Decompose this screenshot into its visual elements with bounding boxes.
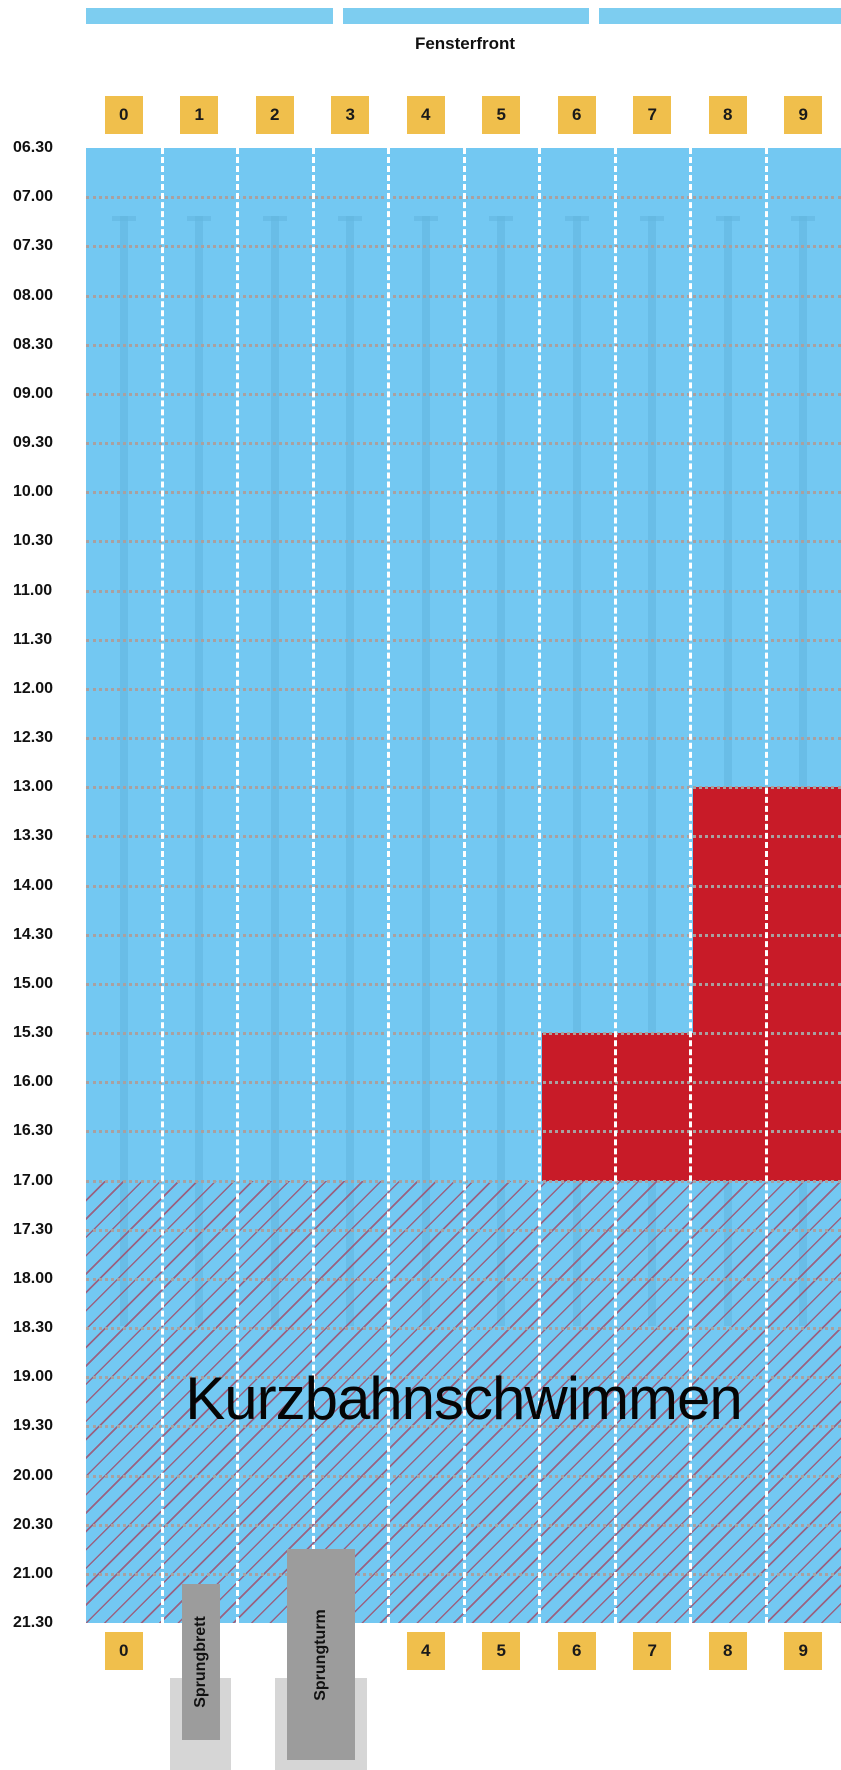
lane-rope [764, 148, 768, 1623]
lane-marker [799, 216, 808, 1326]
lane-number-badge: 5 [482, 96, 521, 134]
lane-number-badge: 7 [633, 1632, 672, 1670]
lane-marker-cap [489, 216, 514, 221]
time-label: 17.00 [13, 1171, 54, 1189]
time-label: 11.00 [13, 581, 53, 599]
time-label: 10.30 [13, 532, 54, 550]
lane-marker [723, 216, 732, 1326]
window-strip-right [599, 8, 841, 24]
lane-rope [387, 148, 390, 1623]
lane-number-badge: 7 [633, 96, 672, 134]
time-label: 14.30 [13, 925, 54, 943]
lane-rope [689, 148, 692, 1623]
time-label: 09.00 [13, 384, 54, 402]
lane-rope [538, 148, 541, 1623]
time-label: 20.00 [13, 1466, 54, 1484]
time-label: 20.30 [13, 1515, 54, 1533]
time-label: 09.30 [13, 434, 54, 452]
lane-number-badge: 1 [180, 96, 219, 134]
lane-marker [648, 216, 657, 1326]
window-strip-middle [343, 8, 589, 24]
time-label: 18.30 [13, 1319, 54, 1337]
lane-marker [346, 216, 355, 1326]
lane-number-badge: 0 [104, 1632, 143, 1670]
occupied-block [542, 1033, 700, 1181]
lane-number-badge: 9 [784, 1632, 823, 1670]
time-label: 13.00 [13, 778, 54, 796]
lane-number-badge: 6 [557, 1632, 596, 1670]
lane-number-badge: 6 [557, 96, 596, 134]
lane-marker-cap [338, 216, 363, 221]
lane-marker-cap [791, 216, 816, 221]
lane-marker [270, 216, 279, 1326]
window-strip-left [86, 8, 333, 24]
lane-marker-cap [111, 216, 136, 221]
time-label: 13.30 [13, 827, 54, 845]
time-label: 16.00 [13, 1073, 54, 1091]
lane-number-badge: 8 [708, 1632, 747, 1670]
lane-marker [195, 216, 204, 1326]
time-label: 16.30 [13, 1122, 54, 1140]
lane-number-badge: 3 [331, 96, 370, 134]
short-course-label: Kurzbahnschwimmen [185, 1365, 743, 1432]
lane-number-badge: 4 [406, 1632, 445, 1670]
time-label: 10.00 [13, 483, 54, 501]
lane-marker [119, 216, 128, 1326]
lane-marker-cap [715, 216, 740, 221]
lane-marker-cap [262, 216, 287, 221]
lane-number-badge: 8 [708, 96, 747, 134]
lane-rope [236, 148, 239, 1623]
lane-rope [613, 148, 617, 1623]
time-label: 19.00 [13, 1368, 54, 1386]
time-label: 15.00 [13, 974, 54, 992]
time-label: 07.00 [13, 188, 54, 206]
lane-rope [462, 148, 466, 1623]
springboard: Sprungbrett [182, 1584, 220, 1740]
time-label: 14.00 [13, 876, 54, 894]
lane-number-badge: 0 [104, 96, 143, 134]
lane-marker-cap [640, 216, 665, 221]
lane-marker [497, 216, 506, 1326]
lane-marker [572, 216, 581, 1326]
time-label: 11.30 [13, 630, 53, 648]
time-label: 07.30 [13, 237, 54, 255]
lane-marker-cap [413, 216, 438, 221]
pool [86, 148, 841, 1623]
lane-number-badge: 4 [406, 96, 445, 134]
time-label: 12.30 [13, 729, 54, 747]
time-label: 15.30 [13, 1024, 54, 1042]
time-label: 17.30 [13, 1220, 54, 1238]
time-label: 19.30 [13, 1417, 54, 1435]
time-label: 21.00 [13, 1564, 54, 1582]
springboard-label: Sprungbrett [192, 1616, 209, 1708]
time-label: 08.30 [13, 335, 54, 353]
window-front-label: Fensterfront [414, 34, 516, 53]
time-label: 21.30 [13, 1614, 54, 1632]
lane-number-badge: 9 [784, 96, 823, 134]
lane-rope [160, 148, 164, 1623]
lane-rope [311, 148, 315, 1623]
lane-marker [421, 216, 430, 1326]
time-label: 06.30 [13, 139, 54, 156]
time-label: 12.00 [13, 679, 54, 697]
time-label: 18.00 [13, 1269, 54, 1287]
time-label: 08.00 [13, 286, 54, 304]
lane-marker-cap [564, 216, 589, 221]
lane-number-badge: 5 [482, 1632, 521, 1670]
lane-number-badge: 2 [255, 96, 294, 134]
diving-platform-label: Sprungturm [312, 1608, 329, 1701]
diving-platform: Sprungturm [287, 1549, 355, 1760]
lane-marker-cap [187, 216, 212, 221]
